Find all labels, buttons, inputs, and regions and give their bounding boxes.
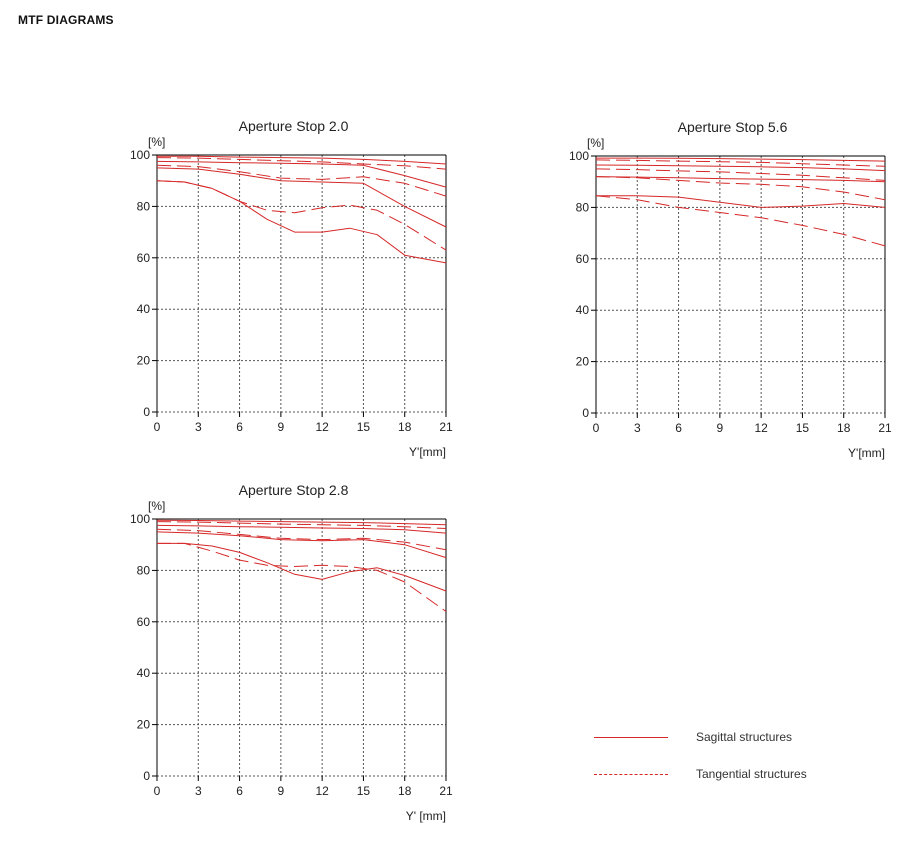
mtf-curve-solid-0: [156, 519, 447, 526]
mtf-curve-solid-0: [157, 155, 447, 165]
mtf-curve-dashed-5: [157, 542, 447, 612]
y-tick-label: 100: [130, 148, 150, 162]
x-tick-label: 6: [675, 421, 682, 435]
x-tick-label: 18: [398, 784, 412, 798]
mtf-curve-dashed-5: [595, 176, 886, 201]
mtf-curve-dashed-1: [156, 521, 447, 529]
y-tick-label: 100: [130, 512, 150, 526]
legend-dashed-line-swatch: [594, 774, 668, 775]
mtf-curve-solid-6: [156, 180, 447, 264]
y-tick-label: 80: [576, 200, 590, 214]
y-axis-label: [%]: [148, 135, 165, 149]
x-axis-label: Y' [mm]: [406, 809, 446, 823]
mtf-curve-solid-6: [596, 195, 886, 208]
chart-title: Aperture Stop 2.8: [239, 482, 349, 498]
x-tick-label: 6: [236, 784, 243, 798]
mtf-curve-solid-4: [595, 176, 886, 183]
chart-title: Aperture Stop 2.0: [239, 118, 349, 134]
x-tick-label: 18: [837, 421, 851, 435]
x-tick-label: 9: [717, 421, 724, 435]
x-tick-label: 9: [278, 420, 285, 434]
mtf-curve-solid-4: [156, 531, 447, 559]
y-axis-label: [%]: [148, 499, 165, 513]
mtf-curve-dashed-5: [156, 180, 447, 251]
y-tick-label: 100: [569, 149, 589, 163]
y-tick-label: 20: [137, 354, 151, 368]
x-tick-label: 12: [754, 421, 768, 435]
y-tick-label: 0: [143, 769, 150, 783]
mtf-curve-dashed-3: [156, 164, 447, 197]
y-tick-label: 0: [143, 405, 150, 419]
mtf-curve-solid-0: [596, 157, 886, 162]
y-tick-label: 60: [576, 252, 590, 266]
legend-label-tangential: Tangential structures: [696, 767, 807, 781]
mtf-curve-dashed-1: [595, 159, 886, 167]
mtf-chart-aperture-2-0: Aperture Stop 2.0 [%] 0 20 40 60 80 100 0 3 6 9 12 15…: [130, 118, 453, 459]
x-tick-label: 3: [634, 421, 641, 435]
y-tick-label: 40: [137, 666, 151, 680]
mtf-curve-solid-2: [156, 524, 447, 534]
y-tick-label: 40: [576, 303, 590, 317]
y-tick-label: 20: [576, 355, 590, 369]
x-tick-label: 12: [315, 784, 329, 798]
mtf-curve-solid-4: [156, 167, 447, 228]
legend-solid-line-swatch: [594, 737, 668, 738]
x-tick-label: 0: [154, 420, 161, 434]
x-tick-label: 3: [195, 420, 202, 434]
x-tick-label: 3: [195, 784, 202, 798]
x-tick-label: 21: [439, 784, 453, 798]
mtf-chart-aperture-2-8: Aperture Stop 2.8 [%] 0 20 40 60 80 100 0 3 6 9 12 15…: [130, 482, 453, 823]
x-tick-label: 6: [236, 420, 243, 434]
mtf-curve-dashed-3: [595, 168, 886, 181]
mtf-curve-solid-2: [156, 160, 447, 188]
x-tick-label: 15: [796, 421, 810, 435]
mtf-curve-solid-2: [595, 164, 886, 172]
x-tick-label: 15: [357, 784, 371, 798]
x-tick-label: 9: [278, 784, 285, 798]
mtf-chart-aperture-5-6: Aperture Stop 5.6 [%] 0 20 40 60 80 100 0 3 6 9 12 15…: [569, 119, 892, 460]
page-title: MTF DIAGRAMS: [18, 13, 114, 27]
x-tick-label: 0: [593, 421, 600, 435]
y-tick-label: 60: [137, 251, 151, 265]
mtf-curve-dashed-1: [156, 157, 447, 170]
legend-item-sagittal: Sagittal structures: [590, 728, 850, 744]
y-tick-label: 40: [137, 302, 151, 316]
legend-label-sagittal: Sagittal structures: [696, 730, 793, 744]
chart-title: Aperture Stop 5.6: [678, 119, 788, 135]
x-axis-label: Y'[mm]: [409, 445, 446, 459]
x-tick-label: 21: [878, 421, 892, 435]
y-tick-label: 0: [582, 406, 589, 420]
y-tick-label: 60: [137, 615, 151, 629]
y-tick-label: 80: [137, 563, 151, 577]
x-tick-label: 12: [315, 420, 329, 434]
y-tick-label: 20: [137, 718, 151, 732]
y-axis-label: [%]: [587, 136, 604, 150]
x-tick-label: 18: [398, 420, 412, 434]
mtf-curve-dashed-7: [595, 195, 886, 247]
x-axis-label: Y'[mm]: [848, 446, 885, 460]
mtf-curve-dashed-3: [156, 528, 447, 551]
x-tick-label: 0: [154, 784, 161, 798]
x-tick-label: 21: [439, 420, 453, 434]
legend: Sagittal structures Tangential structure…: [590, 728, 850, 798]
mtf-curve-solid-6: [157, 542, 447, 592]
y-tick-label: 80: [137, 199, 151, 213]
x-tick-label: 15: [357, 420, 371, 434]
legend-item-tangential: Tangential structures: [590, 765, 850, 781]
